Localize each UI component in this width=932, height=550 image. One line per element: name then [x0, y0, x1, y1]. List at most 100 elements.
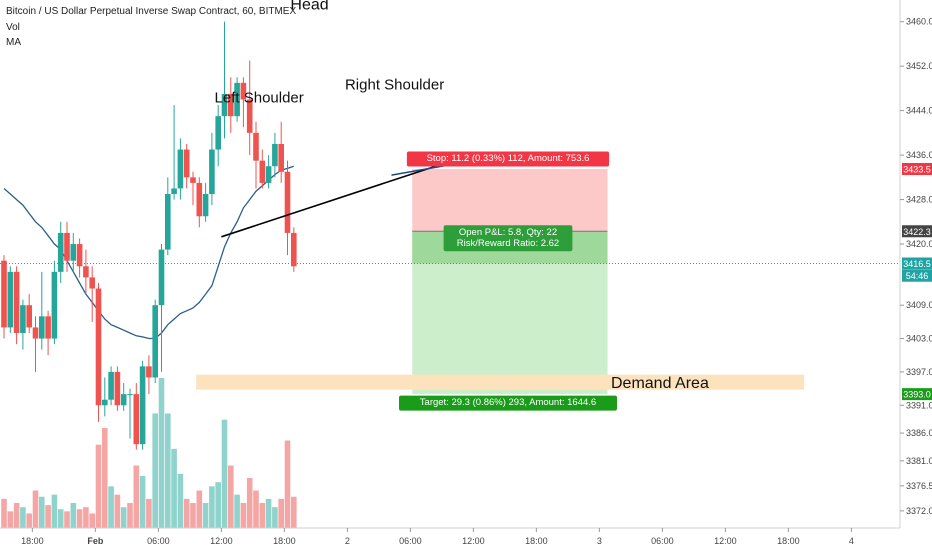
- volume-bar: [39, 496, 45, 528]
- candle-body: [139, 366, 146, 445]
- volume-bar: [95, 444, 102, 528]
- volume-bar: [190, 503, 196, 528]
- volume-bar: [26, 513, 32, 528]
- candle: [70, 232, 77, 272]
- candle: [202, 182, 209, 222]
- volume-bar: [202, 503, 209, 528]
- candle: [45, 310, 51, 356]
- chart-title: Bitcoin / US Dollar Perpetual Inverse Sw…: [6, 6, 296, 17]
- volume-bar: [240, 503, 247, 528]
- candle-body: [89, 277, 95, 289]
- labels-layer: Stop: 11.2 (0.33%) 112, Amount: 753.6 Ope…: [399, 151, 617, 411]
- current-price-tag: 3416.5: [902, 257, 932, 270]
- candle-body: [272, 143, 278, 167]
- candle-body: [152, 305, 158, 378]
- candle: [83, 249, 89, 295]
- volume-bar: [152, 413, 158, 528]
- stop-label-bg: [406, 151, 610, 167]
- target-label-bg: [399, 395, 617, 411]
- stop-price-tag-text: 3433.5: [903, 164, 931, 174]
- candle: [158, 244, 165, 372]
- y-tick-label: 3444.0: [906, 106, 932, 116]
- vol-indicator-label[interactable]: Vol: [6, 22, 20, 33]
- stop-price-tag-bg: [902, 162, 932, 175]
- demand-area-zone: [196, 374, 805, 390]
- candle-body: [246, 99, 253, 133]
- candle-body: [57, 232, 64, 272]
- x-tick-label: 18:00: [273, 536, 296, 546]
- volume-bar: [45, 505, 51, 528]
- volume-bar: [253, 490, 259, 528]
- x-tick-label: 06:00: [147, 536, 170, 546]
- y-tick-label: 3376.5: [906, 481, 932, 491]
- candle: [89, 266, 95, 322]
- volume-bar: [127, 503, 133, 528]
- pnl-label-text: Risk/Reward Ratio: 2.62: [457, 238, 559, 249]
- candle: [32, 316, 39, 372]
- candle-body: [158, 249, 165, 306]
- current-price-tag-text: 3416.5: [903, 259, 931, 269]
- candle-body: [234, 82, 240, 117]
- candle: [253, 121, 259, 189]
- volume-bar: [246, 478, 253, 528]
- candle: [26, 294, 32, 333]
- x-tick-label: 12:00: [210, 536, 233, 546]
- candle-body: [284, 171, 291, 233]
- volume-bar: [32, 490, 39, 528]
- volume-bar: [259, 503, 266, 528]
- volume-bar: [13, 503, 20, 528]
- candle: [13, 266, 20, 345]
- volume-layer: [1, 378, 297, 528]
- candle-body: [20, 305, 26, 333]
- candle-body: [120, 394, 127, 406]
- candle-body: [76, 244, 83, 267]
- candle: [215, 105, 221, 167]
- x-tick-label: 4: [849, 536, 854, 546]
- volume-bar: [89, 513, 95, 528]
- candle: [139, 360, 146, 450]
- zones-layer: Demand Area: [0, 168, 900, 395]
- ma-indicator-label[interactable]: MA: [6, 37, 21, 48]
- volume-bar: [215, 482, 221, 528]
- y-tick-label: 3386.0: [906, 428, 932, 438]
- candle-body: [51, 271, 58, 339]
- candle-body: [70, 244, 77, 261]
- volume-bar: [1, 498, 7, 528]
- y-tick-label: 3372.0: [906, 506, 932, 516]
- candle: [114, 366, 121, 411]
- candle: [171, 105, 177, 200]
- volume-bar: [272, 507, 278, 528]
- candle: [146, 355, 152, 395]
- volume-bar: [278, 498, 284, 528]
- candle-body: [190, 177, 196, 183]
- candle-body: [278, 143, 284, 172]
- volume-bar: [70, 503, 77, 528]
- candle: [152, 299, 158, 384]
- candle-body: [196, 182, 203, 217]
- ma-layer: [3, 165, 295, 340]
- candle: [196, 177, 203, 228]
- candle-body: [171, 188, 177, 195]
- volume-bar: [171, 448, 177, 528]
- pnl-label-text: Open P&L: 5.8, Qty: 22: [459, 227, 557, 238]
- y-tick-label: 3397.0: [906, 367, 932, 377]
- demand-area-label: Demand Area: [611, 375, 709, 392]
- stop-label: Stop: 11.2 (0.33%) 112, Amount: 753.6: [406, 151, 610, 167]
- volume-bar: [57, 509, 64, 528]
- volume-bar: [221, 419, 228, 528]
- x-tick-label: 2: [345, 536, 350, 546]
- candle: [76, 238, 83, 278]
- candle-body: [127, 394, 133, 396]
- x-tick-label: Feb: [87, 536, 104, 546]
- candle: [291, 227, 297, 272]
- volume-bar: [64, 511, 70, 528]
- candle: [1, 255, 7, 339]
- volume-bar: [20, 507, 26, 528]
- pnl-label-bg: [443, 225, 573, 252]
- neckline: [221, 165, 436, 238]
- volume-bar: [108, 486, 114, 528]
